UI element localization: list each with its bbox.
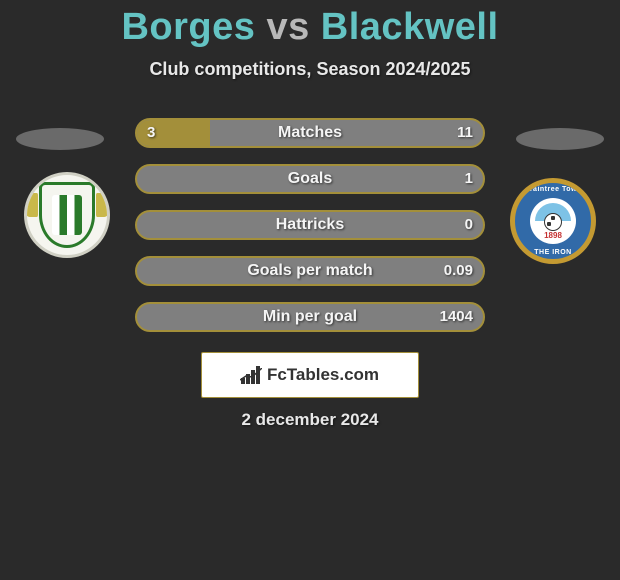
stat-right-value: 11 xyxy=(457,120,473,146)
badge-right-top-text: Braintree Town xyxy=(515,186,591,193)
stat-left-value: 3 xyxy=(147,120,155,146)
subtitle: Club competitions, Season 2024/2025 xyxy=(0,59,620,80)
badge-right-inner: 1898 xyxy=(530,198,576,244)
stat-label: Hattricks xyxy=(137,212,483,238)
badge-shadow-left xyxy=(16,128,104,150)
crest-icon xyxy=(39,182,95,248)
comparison-infographic: Borges vs Blackwell Club competitions, S… xyxy=(0,0,620,580)
stat-bar: Goals per match0.09 xyxy=(135,256,485,286)
badge-right-year: 1898 xyxy=(544,231,562,240)
crest-stripes-icon xyxy=(52,195,82,235)
club-badge-left xyxy=(24,172,110,258)
player1-name: Borges xyxy=(121,6,255,48)
stat-label: Goals xyxy=(137,166,483,192)
branding-text: FcTables.com xyxy=(267,365,379,385)
stat-label: Goals per match xyxy=(137,258,483,284)
badge-shadow-right xyxy=(516,128,604,150)
player2-name: Blackwell xyxy=(321,6,499,48)
stat-right-value: 0 xyxy=(465,212,473,238)
club-badge-right: Braintree Town 1898 THE IRON xyxy=(510,178,596,264)
bar-chart-icon xyxy=(241,366,261,384)
stat-right-value: 1 xyxy=(465,166,473,192)
page-title: Borges vs Blackwell xyxy=(0,0,620,49)
stat-label: Min per goal xyxy=(137,304,483,330)
stat-bar: 3Matches11 xyxy=(135,118,485,148)
stat-bar: Goals1 xyxy=(135,164,485,194)
stat-bar: Hattricks0 xyxy=(135,210,485,240)
stat-right-value: 1404 xyxy=(440,304,473,330)
stat-right-value: 0.09 xyxy=(444,258,473,284)
badge-right-bottom-text: THE IRON xyxy=(515,249,591,256)
vs-separator: vs xyxy=(266,6,309,48)
football-icon xyxy=(544,213,562,231)
comparison-bars: 3Matches11 Goals1 Hattricks0 Goals per matc… xyxy=(135,118,485,348)
date-stamp: 2 december 2024 xyxy=(0,410,620,430)
stat-bar: Min per goal1404 xyxy=(135,302,485,332)
branding-box: FcTables.com xyxy=(201,352,419,398)
